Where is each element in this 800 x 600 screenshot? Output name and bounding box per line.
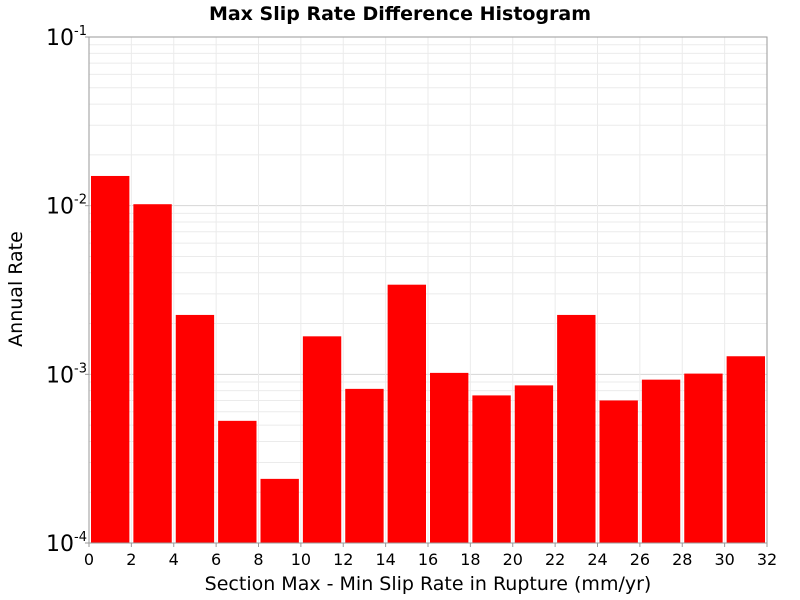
- histogram-bar: [472, 395, 511, 543]
- chart-title: Max Slip Rate Difference Histogram: [209, 3, 591, 25]
- y-axis-label: Annual Rate: [5, 231, 27, 347]
- bar-series: [91, 175, 765, 543]
- x-tick-label: 14: [375, 550, 395, 569]
- x-tick-label: 24: [587, 550, 607, 569]
- x-tick-label: 30: [714, 550, 734, 569]
- histogram-bar: [684, 373, 723, 543]
- histogram-bar: [726, 356, 765, 543]
- histogram-bar: [345, 388, 384, 543]
- histogram-bar: [641, 379, 681, 543]
- x-tick-label: 10: [291, 550, 311, 569]
- histogram-bar: [260, 478, 299, 543]
- x-axis-label: Section Max - Min Slip Rate in Rupture (…: [205, 573, 652, 595]
- y-tick-label: 10-4: [46, 530, 87, 557]
- x-tick-label: 16: [418, 550, 438, 569]
- histogram-bar: [599, 400, 638, 543]
- x-tick-label: 28: [672, 550, 692, 569]
- histogram-bar: [218, 420, 257, 543]
- histogram-bar: [302, 336, 342, 543]
- y-tick-label: 10-2: [46, 193, 87, 220]
- histogram-bar: [387, 284, 426, 543]
- x-tick-label: 8: [253, 550, 263, 569]
- x-tick-label: 20: [503, 550, 523, 569]
- x-tick-label: 6: [211, 550, 221, 569]
- y-tick-label: 10-1: [46, 24, 87, 51]
- histogram-bar: [175, 314, 215, 543]
- x-tick-label: 26: [630, 550, 650, 569]
- x-tick-label: 0: [84, 550, 94, 569]
- histogram-bar: [133, 204, 172, 543]
- histogram-bar: [557, 314, 596, 543]
- x-tick-label: 32: [757, 550, 777, 569]
- y-tick-label: 10-3: [46, 361, 87, 388]
- x-tick-label: 12: [333, 550, 353, 569]
- histogram-bar: [430, 372, 469, 543]
- histogram-bar: [91, 175, 130, 543]
- x-tick-label: 4: [169, 550, 179, 569]
- x-axis-ticks: 0 2 4 6 8 10 12 14 16 18 20 22 24 26 28 30 32: [84, 543, 777, 569]
- x-tick-label: 2: [126, 550, 136, 569]
- x-tick-label: 18: [460, 550, 480, 569]
- x-tick-label: 22: [545, 550, 565, 569]
- histogram-bar: [514, 385, 554, 543]
- y-axis-ticks: 10-4 10-3 10-2 10-1: [46, 24, 89, 557]
